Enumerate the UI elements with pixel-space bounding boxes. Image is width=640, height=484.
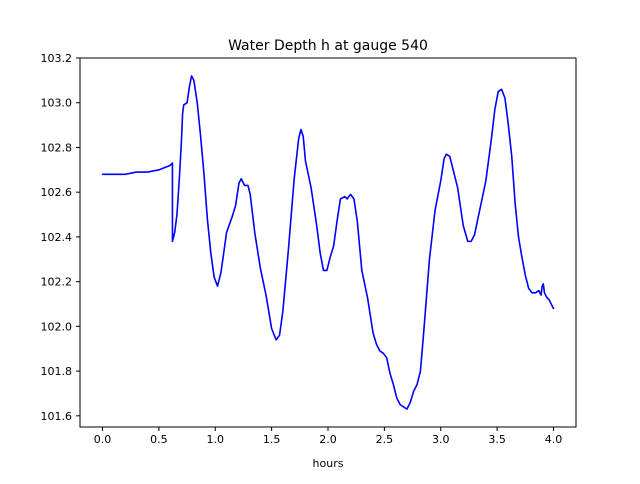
y-tick-label: 102.8 [41,141,73,154]
x-tick-label: 1.0 [207,433,225,446]
chart-title: Water Depth h at gauge 540 [228,38,428,54]
y-tick-label: 102.6 [41,186,73,199]
y-tick-label: 102.4 [41,231,73,244]
series-line [101,75,555,410]
x-tick-label: 1.5 [263,433,281,446]
x-axis-label: hours [313,457,344,470]
x-tick-label: 4.0 [545,433,563,446]
y-tick-label: 103.2 [41,52,73,65]
x-tick-label: 0.5 [150,433,168,446]
y-tick-label: 101.8 [41,365,73,378]
plot-frame [79,57,577,428]
x-tick-label: 3.5 [488,433,506,446]
y-tick-label: 101.6 [41,410,73,423]
y-tick-label: 103.0 [41,97,73,110]
x-tick-label: 2.5 [376,433,394,446]
series-layer [101,75,555,410]
x-tick-label: 3.0 [432,433,450,446]
tick-layer: 0.0 0.5 1.0 1.5 2.0 2.5 3.0 3.5 4.0 101.6 101.8 102… [41,52,563,446]
y-tick-label: 102.0 [41,320,73,333]
y-tick-label: 102.2 [41,276,73,289]
x-tick-label: 2.0 [319,433,337,446]
x-tick-label: 0.0 [94,433,112,446]
